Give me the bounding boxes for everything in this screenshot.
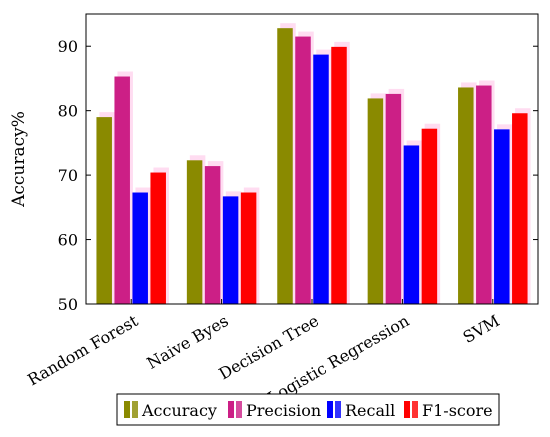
x-tick-label: SVM — [460, 311, 503, 347]
bar — [385, 93, 402, 305]
bar — [476, 85, 492, 305]
x-tick-label: Naive Byes — [144, 311, 232, 373]
legend: Accuracy Precision Recall F1-score — [116, 393, 500, 426]
bar — [421, 128, 438, 304]
bar — [132, 192, 148, 304]
bar — [150, 172, 166, 304]
bar — [494, 129, 510, 304]
legend-label: Precision — [246, 401, 321, 420]
bar — [403, 145, 420, 304]
y-tick-label: 50 — [58, 295, 78, 314]
bar — [186, 160, 203, 304]
y-axis-title: Accuracy% — [9, 111, 29, 208]
legend-swatch — [132, 401, 138, 418]
legend-label: Accuracy — [141, 401, 217, 420]
legend-swatch — [404, 401, 410, 418]
x-tick-label: Random Forest — [24, 311, 141, 390]
legend-swatch — [412, 401, 418, 418]
y-tick-label: 60 — [58, 231, 78, 250]
bar — [367, 98, 384, 304]
legend-swatch — [228, 401, 234, 418]
bar — [240, 192, 257, 304]
legend-swatch — [236, 401, 242, 418]
bar — [458, 87, 474, 304]
legend-frame — [116, 393, 500, 426]
bar — [204, 166, 221, 304]
y-tick-label: 70 — [58, 166, 78, 185]
legend-label: Recall — [345, 401, 395, 420]
legend-swatch — [327, 401, 333, 418]
legend-swatch — [124, 401, 130, 418]
bar — [114, 76, 130, 304]
bars-layer — [96, 23, 531, 305]
bar — [295, 36, 311, 305]
bar — [96, 117, 112, 304]
y-axis: 50 60 70 80 90 — [58, 37, 538, 314]
bar — [222, 196, 239, 304]
bar — [277, 28, 293, 305]
bar — [512, 113, 528, 304]
y-tick-label: 80 — [58, 102, 78, 121]
bar — [313, 54, 329, 304]
legend-label: F1-score — [422, 401, 493, 420]
legend-swatch — [335, 401, 341, 418]
bar — [331, 46, 347, 304]
y-tick-label: 90 — [58, 37, 78, 56]
